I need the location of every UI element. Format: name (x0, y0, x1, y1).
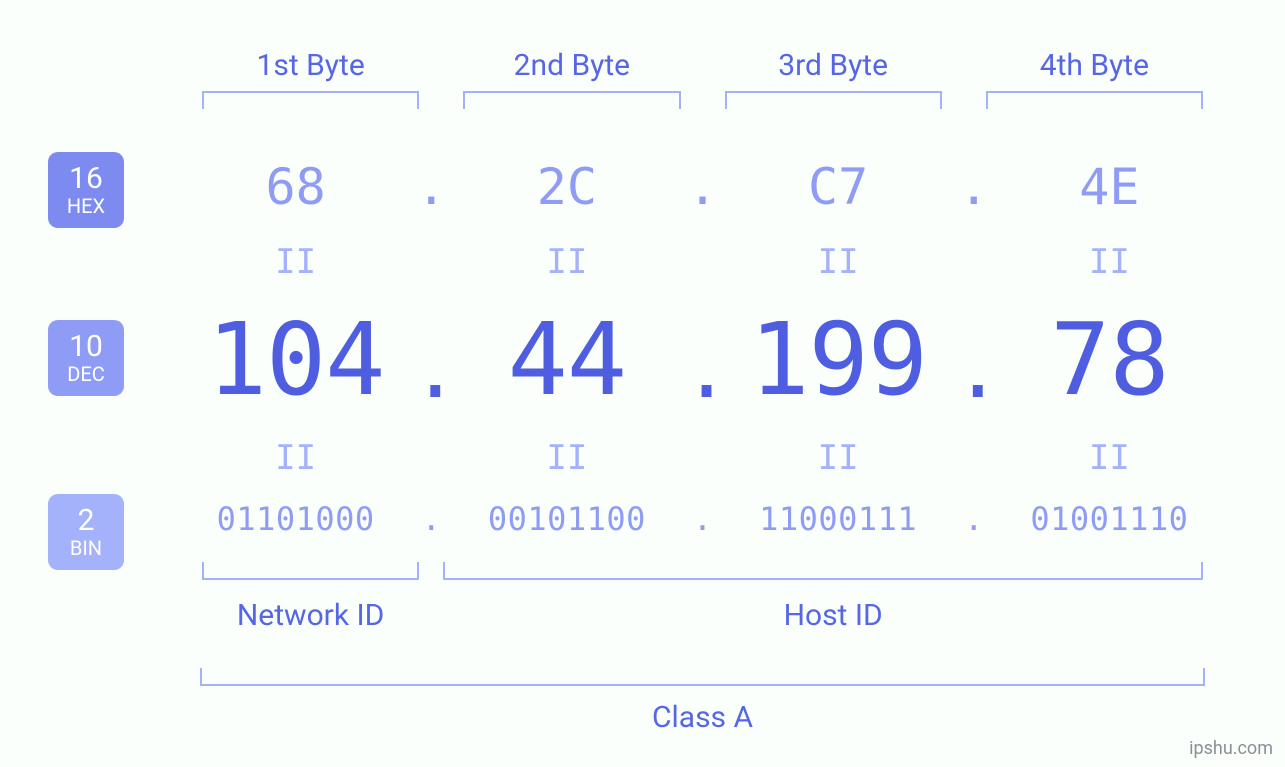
hex-byte-4: 4E (994, 158, 1225, 216)
equals-5: II (180, 438, 411, 478)
equals-1: II (180, 242, 411, 282)
hex-base-badge: 16 HEX (48, 152, 124, 228)
class-label: Class A (200, 700, 1205, 735)
byte-label-4: 4th Byte (964, 48, 1225, 109)
class-bracket (200, 668, 1205, 686)
bin-base-badge: 2 BIN (48, 494, 124, 570)
bin-byte-1: 01101000 (180, 500, 411, 538)
hex-base-number: 16 (48, 163, 124, 195)
byte-label-3: 3rd Byte (703, 48, 964, 109)
network-id-bracket (202, 562, 419, 580)
dec-byte-4: 78 (994, 310, 1225, 410)
byte-bracket-1 (202, 91, 419, 109)
hex-dot-3: . (954, 158, 994, 216)
dec-base-number: 10 (48, 331, 124, 363)
network-host-brackets: Network ID Host ID (180, 562, 1225, 633)
bin-base-name: BIN (48, 538, 124, 559)
hex-dot-2: . (683, 158, 723, 216)
bin-dot-1: . (411, 500, 451, 538)
byte-bracket-3 (725, 91, 942, 109)
equals-8: II (994, 438, 1225, 478)
hex-base-name: HEX (48, 196, 124, 217)
dec-byte-1: 104 (180, 310, 411, 410)
bin-base-number: 2 (48, 505, 124, 537)
equals-4: II (994, 242, 1225, 282)
host-id-group: Host ID (441, 562, 1225, 633)
byte-label-4-text: 4th Byte (964, 48, 1225, 83)
dec-byte-2: 44 (451, 310, 682, 410)
bin-dot-2: . (683, 500, 723, 538)
byte-bracket-2 (463, 91, 680, 109)
hex-byte-2: 2C (451, 158, 682, 216)
hex-row: 68 . 2C . C7 . 4E (180, 158, 1225, 216)
hex-dot-1: . (411, 158, 451, 216)
network-id-label: Network ID (180, 598, 441, 633)
byte-label-1: 1st Byte (180, 48, 441, 109)
dec-dot-3: . (954, 330, 994, 410)
byte-label-1-text: 1st Byte (180, 48, 441, 83)
bin-row: 01101000 . 00101100 . 11000111 . 0100111… (180, 500, 1225, 538)
host-id-bracket (443, 562, 1203, 580)
hex-byte-1: 68 (180, 158, 411, 216)
hex-byte-3: C7 (723, 158, 954, 216)
bin-byte-3: 11000111 (723, 500, 954, 538)
equals-row-hex-dec: II II II II (180, 242, 1225, 282)
class-group: Class A (200, 668, 1205, 735)
equals-6: II (451, 438, 682, 478)
dec-byte-3: 199 (723, 310, 954, 410)
byte-labels-row: 1st Byte 2nd Byte 3rd Byte 4th Byte (180, 48, 1225, 109)
dec-dot-2: . (683, 330, 723, 410)
dec-row: 104 . 44 . 199 . 78 (180, 310, 1225, 410)
ip-diagram: 1st Byte 2nd Byte 3rd Byte 4th Byte 16 H… (0, 0, 1285, 767)
equals-7: II (723, 438, 954, 478)
bin-byte-4: 01001110 (994, 500, 1225, 538)
byte-label-2-text: 2nd Byte (441, 48, 702, 83)
bin-dot-3: . (954, 500, 994, 538)
byte-bracket-4 (986, 91, 1203, 109)
byte-label-2: 2nd Byte (441, 48, 702, 109)
equals-2: II (451, 242, 682, 282)
dec-dot-1: . (411, 330, 451, 410)
byte-label-3-text: 3rd Byte (703, 48, 964, 83)
bin-byte-2: 00101100 (451, 500, 682, 538)
network-id-group: Network ID (180, 562, 441, 633)
watermark-text: ipshu.com (1189, 738, 1273, 759)
host-id-label: Host ID (441, 598, 1225, 633)
equals-row-dec-bin: II II II II (180, 438, 1225, 478)
equals-3: II (723, 242, 954, 282)
dec-base-badge: 10 DEC (48, 320, 124, 396)
dec-base-name: DEC (48, 364, 124, 385)
